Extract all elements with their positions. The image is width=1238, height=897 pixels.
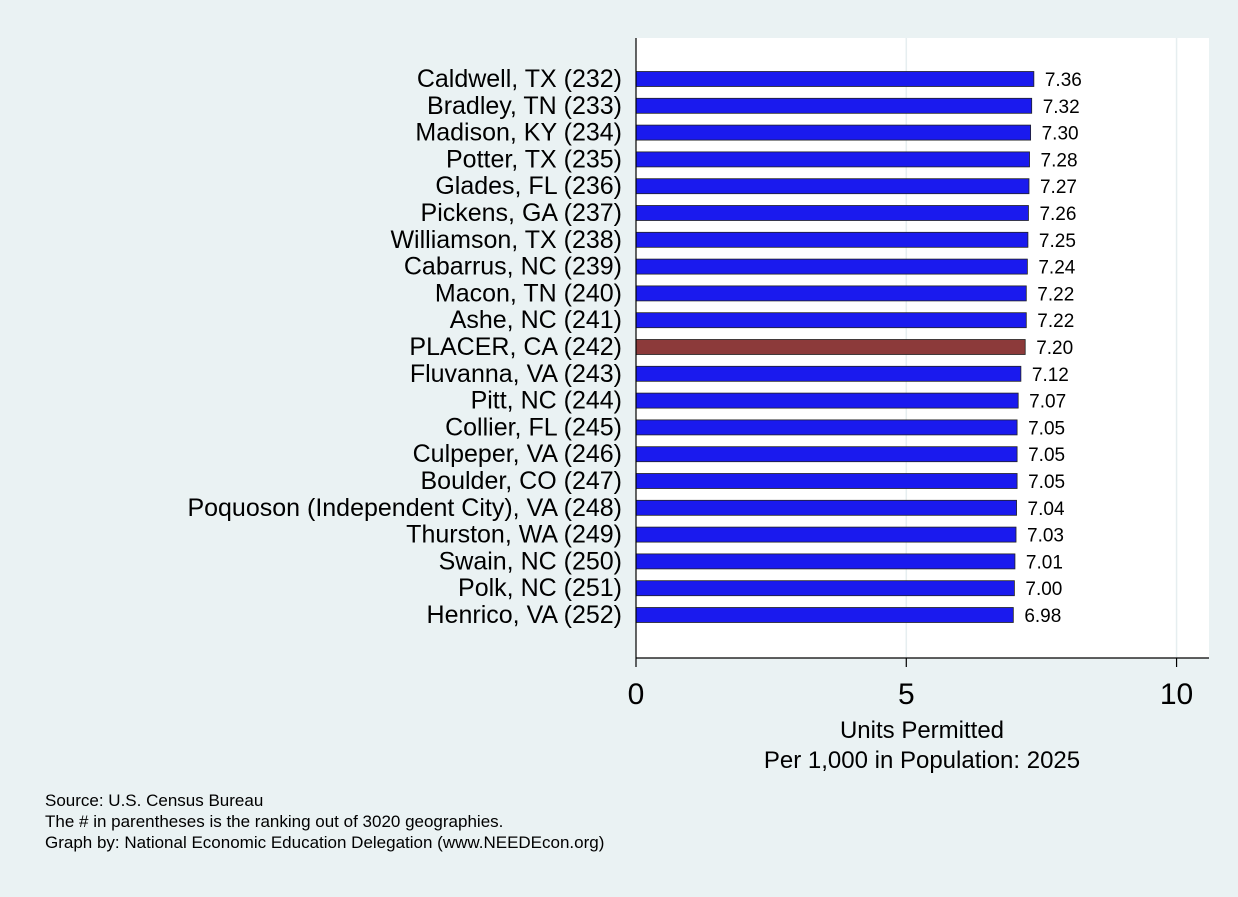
bar [635, 285, 1027, 302]
category-label: Thurston, WA (249) [406, 521, 622, 549]
value-label: 7.20 [1036, 338, 1073, 359]
bar [635, 473, 1018, 489]
bar [635, 607, 1014, 623]
value-label: 7.03 [1027, 526, 1064, 547]
value-labels: 7.36 7.32 7.30 7.28 7.27 7.26 7.25 7.24 7.22 7.22… [1024, 70, 1082, 627]
category-label: Pickens, GA (237) [421, 199, 622, 227]
category-labels: Caldwell, TX (232)Bradley, TN (233)Madis… [187, 65, 622, 629]
value-label: 7.05 [1028, 418, 1065, 439]
category-label: Ashe, NC (241) [450, 306, 622, 334]
value-label: 7.30 [1042, 124, 1079, 145]
category-label: Cabarrus, NC (239) [404, 253, 622, 281]
value-label: 7.22 [1037, 311, 1074, 332]
category-label: Caldwell, TX (232) [417, 65, 622, 93]
category-label: Williamson, TX (238) [390, 226, 622, 254]
bar [635, 392, 1019, 409]
value-label: 7.07 [1029, 392, 1066, 413]
value-label: 7.04 [1028, 499, 1065, 520]
bar [635, 231, 1029, 248]
bar [635, 97, 1033, 114]
value-label: 7.26 [1039, 204, 1076, 225]
bar [635, 124, 1032, 141]
bar [635, 71, 1035, 87]
value-label: 7.05 [1028, 445, 1065, 466]
source-note: Source: U.S. Census Bureau [45, 791, 264, 810]
bar [635, 446, 1018, 463]
x-tick-label: 0 [628, 678, 645, 711]
value-label: 7.28 [1041, 150, 1078, 171]
bars [635, 71, 1035, 623]
x-axis-ticks: 0 5 10 [628, 658, 1193, 711]
bar [635, 205, 1029, 221]
category-label: Macon, TN (240) [435, 279, 622, 307]
bar [635, 419, 1018, 436]
category-label: Bradley, TN (233) [427, 92, 622, 120]
chart-notes: Source: U.S. Census Bureau The # in pare… [45, 790, 604, 853]
category-label: Boulder, CO (247) [421, 467, 623, 495]
bar [635, 178, 1030, 195]
value-label: 7.36 [1045, 70, 1082, 91]
category-label: Madison, KY (234) [415, 119, 622, 147]
bar [635, 365, 1022, 382]
value-label: 7.32 [1043, 97, 1080, 118]
value-label: 7.12 [1032, 365, 1069, 386]
value-label: 7.01 [1026, 552, 1063, 573]
category-label: Henrico, VA (252) [427, 601, 622, 629]
value-label: 7.27 [1040, 177, 1077, 198]
bar [635, 553, 1016, 570]
value-label: 7.05 [1028, 472, 1065, 493]
value-label: 7.00 [1025, 579, 1062, 600]
category-label: Swain, NC (250) [439, 547, 622, 575]
category-label: Pitt, NC (244) [471, 387, 622, 415]
bar [635, 580, 1015, 597]
bar [635, 499, 1017, 516]
category-label: PLACER, CA (242) [409, 333, 622, 361]
credit-note: Graph by: National Economic Education De… [45, 833, 605, 852]
x-tick-label: 5 [898, 678, 915, 711]
category-label: Culpeper, VA (246) [413, 440, 622, 468]
bar [635, 258, 1028, 275]
value-label: 7.22 [1037, 284, 1074, 305]
category-label: Poquoson (Independent City), VA (248) [187, 494, 622, 522]
ranking-note: The # in parentheses is the ranking out … [45, 812, 504, 831]
bar [635, 312, 1027, 329]
bar-highlighted [635, 339, 1026, 355]
category-label: Polk, NC (251) [458, 574, 622, 602]
bar [635, 151, 1030, 168]
value-label: 7.24 [1038, 258, 1075, 279]
category-label: Glades, FL (236) [435, 172, 622, 200]
value-label: 6.98 [1024, 606, 1061, 627]
category-label: Potter, TX (235) [446, 145, 622, 173]
bar [635, 526, 1017, 543]
category-label: Fluvanna, VA (243) [410, 360, 622, 388]
x-axis-title-line-2: Per 1,000 in Population: 2025 [764, 747, 1080, 774]
value-label: 7.25 [1039, 231, 1076, 252]
category-label: Collier, FL (245) [445, 413, 622, 441]
x-axis-title-line-1: Units Permitted [840, 717, 1004, 744]
x-tick-label: 10 [1160, 678, 1193, 711]
